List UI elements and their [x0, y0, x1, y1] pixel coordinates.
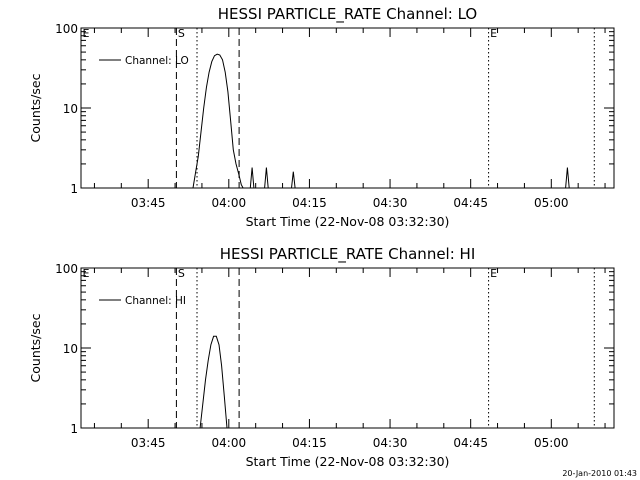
- y-tick-label: 1: [70, 182, 78, 196]
- event-marker-label: S: [178, 267, 185, 280]
- y-tick-label: 1: [70, 422, 78, 436]
- x-tick-label: 04:45: [453, 196, 488, 210]
- x-axis-label: Start Time (22-Nov-08 03:32:30): [246, 214, 450, 229]
- chart-title: HESSI PARTICLE_RATE Channel: LO: [218, 5, 477, 24]
- event-marker-label: S: [178, 27, 185, 40]
- x-axis-label: Start Time (22-Nov-08 03:32:30): [246, 454, 450, 469]
- legend-label: Channel: LO: [125, 55, 189, 67]
- x-tick-label: 04:00: [212, 436, 247, 450]
- x-tick-label: 04:15: [292, 436, 327, 450]
- y-tick-label: 100: [55, 22, 78, 36]
- plot-frame: [80, 27, 615, 189]
- y-tick-label: 10: [63, 102, 78, 116]
- x-tick-label: 04:00: [212, 196, 247, 210]
- legend-label: Channel: HI: [125, 295, 186, 307]
- hi-channel-panel: HESSI PARTICLE_RATE Channel: HI 1 10 100 03:…: [28, 245, 615, 469]
- x-tick-label: 04:45: [453, 436, 488, 450]
- plot-frame: [80, 267, 615, 429]
- x-tick-label: 04:30: [373, 436, 408, 450]
- series-line: [192, 53, 570, 189]
- footer-timestamp: 20-Jan-2010 01:43: [562, 469, 637, 478]
- x-tick-label: 04:15: [292, 196, 327, 210]
- y-tick-label: 100: [55, 262, 78, 276]
- lo-channel-panel: HESSI PARTICLE_RATE Channel: LO 1 10 100 03:…: [28, 5, 615, 229]
- x-tick-label: 03:45: [131, 436, 166, 450]
- event-marker-label: E: [83, 267, 90, 280]
- x-tick-label: 05:00: [534, 196, 569, 210]
- event-marker-label: E: [83, 27, 90, 40]
- event-marker-label: E: [490, 27, 497, 40]
- chart-title: HESSI PARTICLE_RATE Channel: HI: [220, 245, 476, 264]
- x-tick-label: 05:00: [534, 436, 569, 450]
- y-tick-label: 10: [63, 342, 78, 356]
- event-marker-label: E: [490, 267, 497, 280]
- series-line: [199, 335, 228, 429]
- y-axis-label: Counts/sec: [28, 73, 43, 142]
- y-axis-label: Counts/sec: [28, 313, 43, 382]
- x-tick-label: 04:30: [373, 196, 408, 210]
- x-tick-label: 03:45: [131, 196, 166, 210]
